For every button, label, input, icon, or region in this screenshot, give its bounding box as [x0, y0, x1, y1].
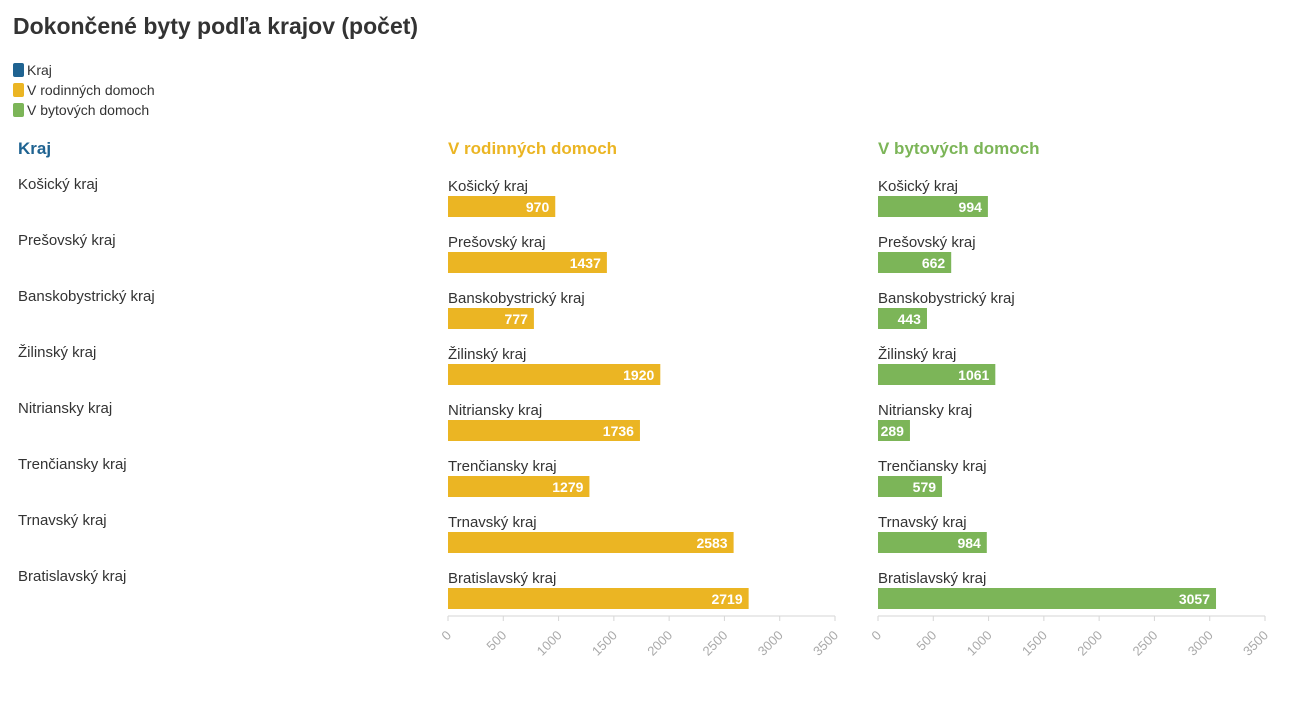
region-name: Žilinský kraj: [18, 344, 97, 361]
bar-bytove: [878, 196, 988, 217]
legend-label-rodinne: V rodinných domoch: [27, 82, 155, 98]
legend-item-kraj[interactable]: Kraj: [13, 60, 155, 80]
region-name: Bratislavský kraj: [18, 568, 127, 585]
x-axis-tick-label: 3500: [810, 628, 841, 659]
bar-value-label: 984: [957, 535, 981, 551]
bar-category-label: Bratislavský kraj: [878, 570, 986, 587]
bar-value-label: 1736: [603, 423, 634, 439]
bar-value-label: 2719: [711, 591, 742, 607]
bar-value-label: 1279: [552, 479, 583, 495]
bar-category-label: Košický kraj: [448, 178, 528, 195]
bar-category-label: Žilinský kraj: [448, 346, 526, 363]
x-axis-tick-label: 0: [868, 628, 884, 644]
x-axis-tick-label: 500: [483, 628, 509, 654]
bar-bytove: [878, 532, 987, 553]
column-header-kraj: Kraj: [18, 139, 52, 158]
x-axis-tick-label: 500: [913, 628, 939, 654]
legend-label-kraj: Kraj: [27, 62, 52, 78]
bar-rodinne: [448, 308, 534, 329]
legend-label-bytove: V bytových domoch: [27, 102, 150, 118]
x-axis-tick-label: 3000: [1185, 628, 1216, 659]
bar-value-label: 579: [913, 479, 937, 495]
bar-category-label: Trenčiansky kraj: [448, 458, 557, 475]
legend-swatch-rodinne: [13, 83, 24, 97]
bar-rodinne: [448, 196, 556, 217]
bar-category-label: Trnavský kraj: [878, 514, 967, 531]
bar-category-label: Prešovský kraj: [878, 234, 976, 251]
legend-item-rodinne[interactable]: V rodinných domoch: [13, 80, 155, 100]
bar-category-label: Trnavský kraj: [448, 514, 537, 531]
legend-swatch-kraj: [13, 63, 24, 77]
bar-bytove: [878, 420, 910, 441]
region-name: Banskobystrický kraj: [18, 288, 155, 305]
bar-value-label: 289: [881, 423, 905, 439]
x-axis-tick-label: 0: [438, 628, 454, 644]
bar-bytove: [878, 588, 1217, 609]
bar-rodinne: [448, 476, 590, 497]
x-axis-tick-label: 1500: [589, 628, 620, 659]
x-axis-tick-label: 3000: [755, 628, 786, 659]
bar-category-label: Žilinský kraj: [878, 346, 956, 363]
bar-value-label: 1437: [570, 255, 601, 271]
bar-category-label: Banskobystrický kraj: [448, 290, 585, 307]
x-axis-tick-label: 2000: [644, 628, 675, 659]
x-axis-tick-label: 2500: [699, 628, 730, 659]
bar-category-label: Trenčiansky kraj: [878, 458, 987, 475]
bar-value-label: 1061: [958, 367, 989, 383]
bar-rodinne: [448, 588, 749, 609]
bar-bytove: [878, 252, 952, 273]
x-axis-tick-label: 1000: [534, 628, 565, 659]
legend-item-bytove[interactable]: V bytových domoch: [13, 100, 155, 120]
bar-category-label: Košický kraj: [878, 178, 958, 195]
bar-value-label: 994: [959, 199, 983, 215]
region-name: Prešovský kraj: [18, 232, 116, 249]
region-name: Nitriansky kraj: [18, 400, 113, 417]
bar-rodinne: [448, 532, 734, 553]
x-axis-tick-label: 3500: [1240, 628, 1271, 659]
bar-rodinne: [448, 364, 661, 385]
bar-bytove: [878, 308, 927, 329]
column-header-rodinne: V rodinných domoch: [448, 139, 618, 158]
region-name: Trenčiansky kraj: [18, 456, 127, 473]
x-axis-tick-label: 2500: [1129, 628, 1160, 659]
legend: Kraj V rodinných domoch V bytových domoc…: [13, 60, 155, 120]
region-name: Košický kraj: [18, 176, 99, 193]
bar-value-label: 1920: [623, 367, 654, 383]
bar-rodinne: [448, 420, 640, 441]
region-name: Trnavský kraj: [18, 512, 107, 529]
bar-bytove: [878, 364, 996, 385]
bar-value-label: 2583: [696, 535, 727, 551]
x-axis-tick-label: 2000: [1074, 628, 1105, 659]
bar-bytove: [878, 476, 943, 497]
legend-swatch-bytove: [13, 103, 24, 117]
bar-value-label: 777: [505, 311, 529, 327]
bar-category-label: Banskobystrický kraj: [878, 290, 1015, 307]
bar-category-label: Nitriansky kraj: [448, 402, 542, 419]
x-axis-tick-label: 1000: [964, 628, 995, 659]
bar-category-label: Nitriansky kraj: [878, 402, 972, 419]
bar-value-label: 970: [526, 199, 550, 215]
column-header-bytove: V bytových domoch: [878, 139, 1040, 158]
bar-value-label: 443: [898, 311, 922, 327]
x-axis-tick-label: 1500: [1019, 628, 1050, 659]
bar-category-label: Prešovský kraj: [448, 234, 546, 251]
chart-title: Dokončené byty podľa krajov (počet): [13, 13, 419, 39]
bar-category-label: Bratislavský kraj: [448, 570, 556, 587]
bar-value-label: 3057: [1179, 591, 1210, 607]
bar-value-label: 662: [922, 255, 946, 271]
bar-rodinne: [448, 252, 607, 273]
